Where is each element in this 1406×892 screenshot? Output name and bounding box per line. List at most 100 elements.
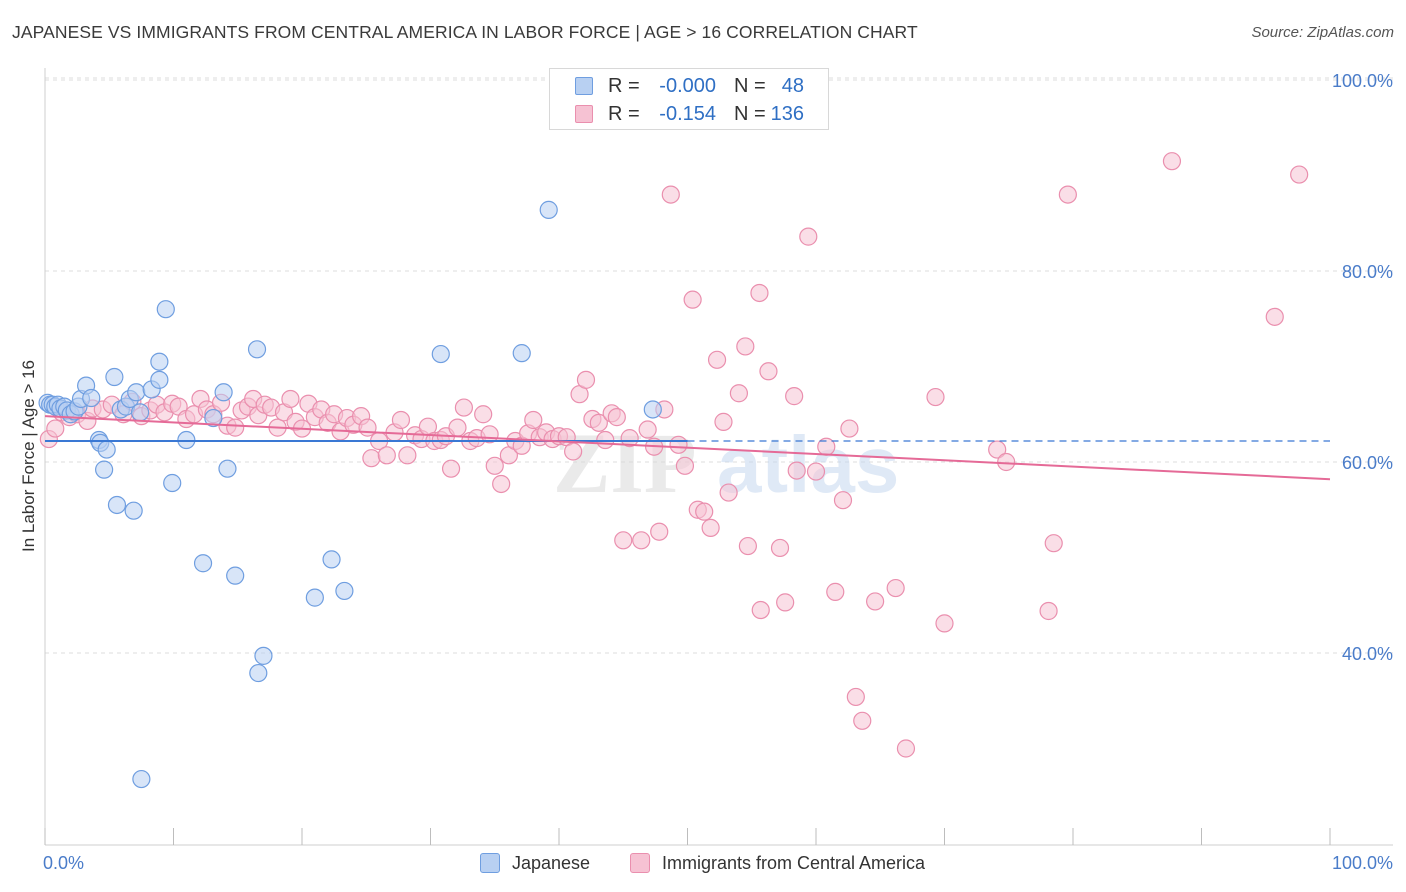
n-value: 48 [781, 75, 804, 97]
x-tick-label-max: 100.0% [1332, 853, 1393, 873]
immigrants-point [707, 350, 727, 369]
r-value: -0.000 [659, 75, 716, 97]
source-label: Source: ZipAtlas.com [1251, 24, 1394, 41]
immigrants-point [1058, 185, 1077, 204]
japanese-point [97, 440, 116, 459]
japanese-point [193, 554, 213, 573]
immigrants-point [638, 420, 657, 439]
immigrants-point [576, 370, 596, 389]
japanese-point [163, 473, 182, 493]
legend-swatch-japanese [480, 853, 500, 873]
immigrants-point [614, 531, 633, 550]
immigrants-point [736, 337, 755, 356]
axes [44, 68, 1393, 846]
immigrants-point [675, 456, 695, 475]
japanese-point [156, 300, 175, 319]
japanese-point [127, 383, 146, 402]
immigrants-point [853, 711, 872, 730]
japanese-point [132, 769, 151, 789]
immigrants-point [751, 600, 770, 620]
watermark-zip: ZIP [553, 415, 696, 511]
immigrants-point [714, 412, 733, 431]
immigrants-point [935, 614, 954, 633]
immigrants-point [1044, 534, 1063, 553]
r-label: R = [608, 103, 640, 125]
immigrants-point [226, 418, 245, 437]
immigrants-point [826, 582, 845, 601]
r-value: -0.154 [659, 103, 716, 125]
immigrants-point [589, 413, 608, 432]
immigrants-point [650, 522, 669, 541]
immigrants-point [492, 474, 511, 494]
japanese-point [130, 403, 150, 422]
immigrants-point [695, 502, 714, 521]
japanese-point [335, 581, 354, 601]
immigrants-point [770, 538, 790, 558]
stats-legend-box: R = -0.000 N = 48 R = -0.154 N = 136 [549, 68, 829, 130]
immigrants-point [281, 389, 300, 409]
n-label: N = [734, 75, 766, 97]
immigrants-point [620, 429, 639, 448]
immigrants-point [448, 418, 467, 437]
immigrants-point [988, 440, 1007, 459]
legend-label-immigrants: Immigrants from Central America [662, 853, 926, 873]
immigrants-point [840, 419, 859, 438]
immigrants-trend-line [44, 415, 1331, 481]
immigrants-point [759, 362, 778, 381]
japanese-point [322, 550, 341, 569]
immigrants-point [46, 419, 65, 438]
immigrants-point [886, 578, 905, 598]
japanese-point [249, 663, 268, 683]
immigrants-point [738, 536, 757, 556]
immigrants-point [669, 435, 688, 454]
immigrants-point [866, 592, 885, 611]
japanese-point [643, 400, 662, 419]
immigrants-point [776, 593, 795, 612]
immigrants-point [896, 739, 916, 758]
immigrants-point [564, 442, 583, 461]
immigrants-point [1290, 165, 1309, 184]
stats-row-japanese: R = -0.000 N = 48 [550, 73, 828, 101]
japanese-point [539, 200, 558, 219]
immigrants-point [474, 405, 493, 424]
immigrants-point [358, 418, 377, 437]
japanese-point [214, 383, 233, 402]
legend-swatch-immigrants [630, 853, 650, 873]
series-japanese-points [38, 200, 662, 789]
immigrants-point [1162, 152, 1182, 171]
trend-lines [44, 415, 1331, 481]
chart-title: JAPANESE VS IMMIGRANTS FROM CENTRAL AMER… [12, 22, 918, 42]
immigrants-point [441, 459, 461, 478]
n-value: 136 [770, 103, 804, 125]
immigrants-point [787, 461, 806, 480]
immigrants-point [701, 518, 720, 537]
immigrants-point [524, 410, 543, 430]
japanese-point [107, 495, 127, 515]
immigrants-point [454, 398, 474, 417]
y-tick-label: 40.0% [1342, 644, 1393, 664]
japanese-point [95, 460, 114, 479]
immigrants-point [719, 483, 738, 502]
japanese-point [247, 340, 267, 359]
immigrants-point [806, 462, 826, 481]
japanese-point [431, 344, 450, 364]
y-axis-label: In Labor Force | Age > 16 [19, 360, 38, 552]
r-label: R = [608, 75, 640, 97]
immigrants-point [398, 446, 417, 465]
japanese-point [254, 646, 273, 665]
japanese-point [204, 408, 223, 428]
japanese-point [218, 459, 237, 478]
japanese-point [226, 566, 245, 585]
n-label: N = [734, 103, 766, 125]
y-tick-label: 60.0% [1342, 453, 1393, 473]
immigrants-point [846, 687, 865, 707]
x-tick-label-min: 0.0% [43, 853, 84, 873]
japanese-swatch [575, 77, 593, 95]
immigrants-point [362, 449, 381, 468]
immigrants-point [1039, 601, 1058, 621]
japanese-point [105, 367, 124, 387]
immigrants-point [785, 387, 804, 406]
watermark-atlas: atlas [717, 420, 899, 509]
y-tick-label: 80.0% [1342, 262, 1393, 282]
stats-row-immigrants: R = -0.154 N = 136 [550, 101, 828, 129]
